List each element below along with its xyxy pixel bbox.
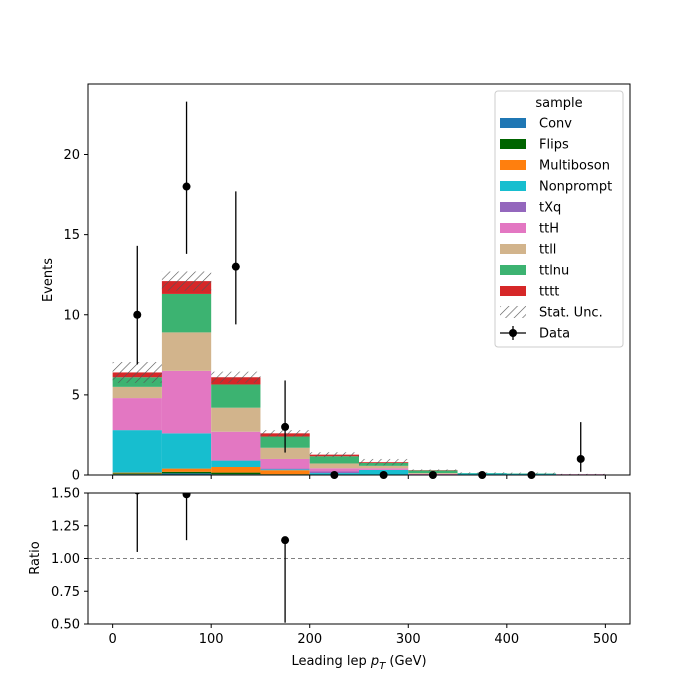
bar-txq-bin-3 [260, 468, 310, 470]
bar-ttll-bin-1 [161, 332, 212, 371]
bar-ttlnu-bin-4 [309, 456, 359, 464]
main-plot-frame [87, 83, 631, 476]
bar-flips-bin-2 [211, 472, 261, 475]
bar-ttll-bin-5 [359, 465, 409, 469]
ratio-y-tick-label: 1.00 [51, 552, 80, 567]
ratio-x-tick-label: 100 [199, 632, 224, 647]
legend-items: Conv Flips Multiboson Nonprompt tXq ttH ttll tt… [500, 117, 612, 342]
ratio-y-axis-label: Ratio [28, 541, 43, 574]
legend-label: Stat. Unc. [539, 306, 603, 321]
y-tick-label: 0 [72, 469, 80, 484]
ratio-y-ticks: 0.50 0.75 1.00 1.25 1.50 [51, 487, 88, 633]
ratio-x-tick-label: 500 [593, 632, 618, 647]
bar-flips-bin-1 [161, 471, 212, 474]
legend-frame [494, 90, 624, 348]
bar-multiboson-bin-1 [161, 468, 212, 472]
stat-unc-band-bin-6 [408, 469, 458, 471]
y-tick-label: 10 [63, 308, 80, 323]
legend-label: ttH [539, 222, 559, 237]
bar-ttll-bin-0 [112, 386, 162, 399]
bar-nonprompt-bin-1 [161, 433, 212, 469]
ratio-y-tick-label: 0.75 [51, 585, 80, 600]
stat-unc-band-bin-1 [161, 271, 212, 291]
legend-label: Multiboson [539, 159, 610, 174]
y-axis-label: Events [41, 258, 56, 302]
stat-unc-band-bin-0 [112, 362, 162, 383]
data-point [133, 310, 142, 319]
y-tick-label: 20 [63, 148, 80, 163]
ratio-x-tick-label: 200 [297, 632, 322, 647]
x-ticks [112, 475, 606, 479]
bar-tth-bin-2 [211, 431, 261, 461]
y-tick-label: 5 [72, 388, 80, 403]
ratio-x-tick-label: 0 [108, 632, 116, 647]
legend-swatch-flips [500, 139, 526, 149]
y-ticks: 0 5 10 15 20 [63, 148, 88, 484]
bar-ttll-bin-2 [211, 407, 261, 432]
y-tick-label: 15 [63, 228, 80, 243]
ratio-x-tick-label: 400 [494, 632, 519, 647]
data-point [576, 454, 585, 463]
stat-unc-band-bin-2 [211, 371, 261, 383]
legend-swatch-multiboson [500, 160, 526, 170]
ratio-point [281, 536, 290, 545]
bar-tth-bin-5 [359, 468, 409, 470]
ratio-y-tick-label: 1.50 [51, 487, 80, 502]
main-plot-panel: 0 5 10 15 20 Events [41, 83, 631, 484]
ratio-plot-frame [87, 492, 631, 625]
legend-label: Conv [539, 117, 572, 132]
bar-flips-bin-0 [112, 473, 162, 475]
legend-label: ttlnu [539, 264, 569, 279]
ratio-x-ticks: 0 100 200 300 400 500 [108, 624, 618, 647]
bar-nonprompt-bin-0 [112, 430, 162, 473]
bar-ttlnu-bin-1 [161, 293, 212, 333]
x-axis-label: Leading lep pT (GeV) [291, 654, 426, 672]
legend-swatch-nonprompt [500, 181, 526, 191]
stat-unc-band-bin-4 [309, 452, 359, 458]
data-point [281, 422, 290, 431]
bar-ttll-bin-4 [309, 463, 359, 469]
legend-swatch-ttlnu [500, 265, 526, 275]
legend-label: ttll [539, 243, 556, 258]
bar-tth-bin-4 [309, 468, 359, 472]
bar-ttll-bin-3 [260, 447, 310, 459]
ratio-y-tick-label: 0.50 [51, 618, 80, 633]
ratio-point [182, 493, 191, 499]
bar-nonprompt-bin-2 [211, 460, 261, 467]
bar-conv-bin-1 [161, 473, 212, 475]
legend-label: Flips [539, 138, 569, 153]
bar-multiboson-bin-2 [211, 466, 261, 473]
data-points [133, 101, 585, 479]
legend-label: tttt [539, 285, 559, 300]
legend-swatch-ttll [500, 244, 526, 254]
legend-swatch-stat-unc [500, 306, 526, 318]
bar-tth-bin-0 [112, 398, 162, 431]
legend: sample Conv Flips Multiboson Nonprompt tXq tt… [494, 90, 624, 348]
legend-swatch-tttt [500, 286, 526, 296]
legend-label: Nonprompt [539, 180, 612, 195]
legend-title: sample [535, 96, 582, 111]
legend-swatch-conv [500, 118, 526, 128]
legend-swatch-tth [500, 223, 526, 233]
legend-label: tXq [539, 201, 561, 216]
stat-unc-band-bin-9 [556, 473, 606, 475]
bar-multiboson-bin-0 [112, 472, 162, 474]
legend-data-marker [509, 329, 517, 337]
ratio-points [134, 493, 290, 623]
bar-tth-bin-1 [161, 370, 212, 434]
bar-multiboson-bin-3 [260, 470, 310, 475]
bar-tth-bin-3 [260, 458, 310, 469]
ratio-x-tick-label: 300 [396, 632, 421, 647]
legend-swatch-txq [500, 202, 526, 212]
data-point [231, 262, 240, 271]
legend-label: Data [539, 327, 570, 342]
ratio-plot-panel: 0.50 0.75 1.00 1.25 1.50 0 100 200 300 400 500 Ra… [28, 487, 631, 672]
ratio-y-tick-label: 1.25 [51, 519, 80, 534]
data-point [182, 182, 191, 191]
stat-unc-band-bin-5 [359, 458, 409, 466]
bar-ttlnu-bin-2 [211, 384, 261, 408]
bar-nonprompt-bin-3 [260, 469, 310, 471]
